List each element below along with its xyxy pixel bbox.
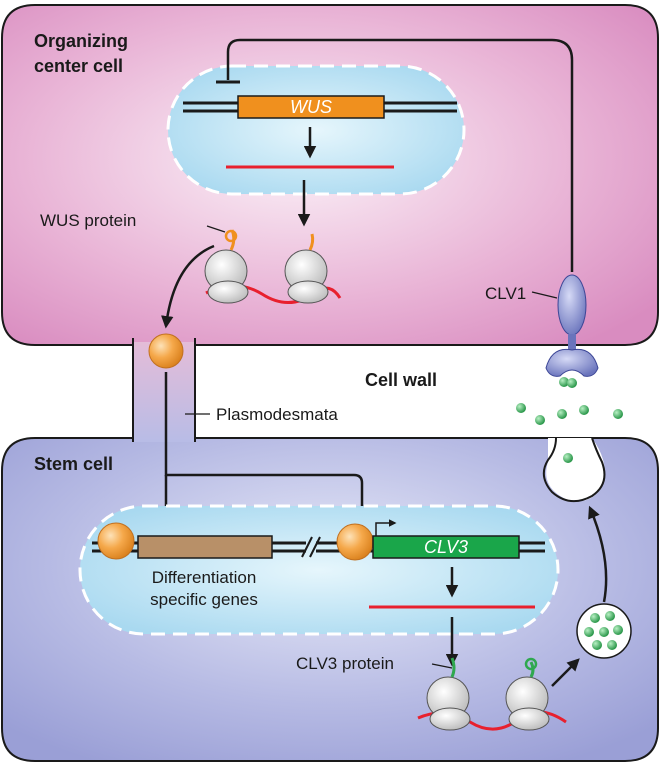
ribosome-small-1 (207, 280, 249, 304)
clv3-to-vesicle-arrow (551, 658, 580, 687)
clv3-peptide-in-vesicle (590, 613, 600, 623)
organizing-center-label-2: center cell (34, 56, 123, 76)
clv3-gene-label: CLV3 (424, 537, 468, 557)
clv1-label: CLV1 (485, 284, 526, 303)
wus-to-clv3-arrow (164, 372, 369, 524)
wus-protein-bound-clv3 (336, 523, 374, 561)
dna-break-mark (301, 536, 313, 558)
wus-nascent-peptide-2 (308, 233, 315, 251)
ribosome-small-4 (508, 707, 550, 731)
wus-movement-arrow (161, 244, 215, 329)
stem-cell-label: Stem cell (34, 454, 113, 474)
secretion-vesicle-bay (546, 438, 605, 502)
diff-specific-gene (137, 535, 273, 559)
clv1-leader (531, 291, 558, 299)
clv3-peptide-secreted (516, 403, 526, 413)
clv3-protein-leader (431, 663, 453, 669)
cell-wall-label: Cell wall (365, 370, 437, 390)
secretion-vesicle-outline (542, 437, 606, 503)
organizing-center-label-1: Organizing (34, 31, 128, 51)
vesicle-secretion-arrow (588, 505, 608, 603)
ribosome-small-3 (429, 707, 471, 731)
clv3-gene (372, 535, 520, 559)
clv1-signal-line (226, 38, 574, 272)
clv3-protein-label: CLV3 protein (296, 654, 394, 673)
wus-protein-moving (148, 333, 184, 369)
clv3-tss-arrow (375, 519, 397, 536)
ribosome-small-2 (287, 280, 329, 304)
oc-nucleus (166, 64, 466, 196)
plasmodesmata-label: Plasmodesmata (216, 405, 338, 424)
diff-genes-label-2: specific genes (150, 590, 258, 609)
clv1-transmembrane (568, 334, 576, 352)
wus-gene-label: WUS (290, 97, 332, 117)
clv3-bound-to-clv1 (567, 378, 577, 388)
clv1-receptor-ectodomain (545, 348, 599, 377)
wus-protein-leader (206, 225, 226, 233)
wus-protein-bound-diff (97, 522, 135, 560)
clv1-receptor-kinase (557, 274, 587, 336)
diff-genes-label-1: Differentiation (152, 568, 257, 587)
wus-protein-label: WUS protein (40, 211, 136, 230)
clv3-nascent-peptide-1 (450, 657, 456, 678)
wus-gene (237, 95, 385, 119)
